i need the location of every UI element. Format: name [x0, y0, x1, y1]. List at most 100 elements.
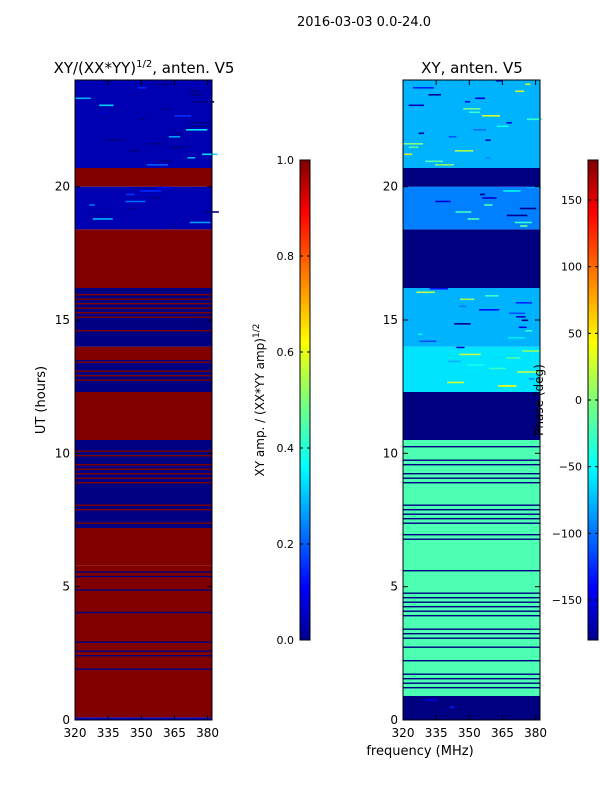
x-tick-label: 350	[458, 726, 481, 740]
heatmap-noise	[455, 211, 472, 213]
heatmap-stripe	[403, 673, 540, 675]
heatmap-band	[75, 229, 212, 288]
heatmap-noise	[496, 713, 505, 716]
left-colorbar: 0.0 0.2 0.4 0.6 0.8 1.0 XY amp. / (XX*YY amp)…	[252, 154, 311, 647]
heatmap-noise	[429, 288, 449, 290]
heatmap-stripe	[75, 330, 212, 332]
heatmap-noise	[408, 104, 425, 107]
heatmap-noise	[458, 305, 467, 308]
heatmap-noise	[506, 214, 528, 217]
heatmap-band	[403, 229, 540, 288]
heatmap-noise	[93, 214, 109, 217]
heatmap-stripe	[403, 601, 540, 603]
heatmap-noise	[448, 136, 457, 138]
x-tick-label: 335	[425, 726, 448, 740]
heatmap-stripe	[75, 294, 212, 296]
right-colorbar-ticks: −150 −100 −50 0 50 100 150	[552, 194, 598, 607]
heatmap-noise	[441, 710, 450, 712]
heatmap-noise	[162, 108, 171, 110]
colorbar-tick-label: 150	[561, 194, 582, 207]
y-tick-label: 15	[55, 313, 70, 327]
heatmap-noise	[92, 218, 113, 220]
heatmap-stripe	[75, 509, 212, 511]
right-colorbar: −150 −100 −50 0 50 100 150 Phase (deg)	[532, 159, 599, 641]
heatmap-noise	[517, 371, 539, 373]
heatmap-band	[403, 346, 540, 392]
heatmap-noise	[465, 101, 471, 103]
x-tick-label: 320	[392, 726, 415, 740]
heatmap-band	[75, 186, 212, 230]
heatmap-noise	[480, 193, 485, 196]
heatmap-noise	[158, 160, 172, 163]
heatmap-stripe	[403, 687, 540, 689]
y-tick-label: 20	[55, 180, 70, 194]
heatmap-noise	[412, 87, 434, 89]
heatmap-stripe	[403, 682, 540, 684]
left-colorbar-label: XY amp. / (XX*YY amp)1/2	[252, 324, 267, 477]
heatmap-band	[75, 565, 212, 640]
heatmap-stripe	[75, 611, 212, 614]
heatmap-stripe	[403, 482, 540, 484]
heatmap-noise	[526, 186, 541, 189]
heatmap-stripe	[75, 650, 212, 652]
y-tick-label: 10	[383, 446, 398, 460]
heatmap-noise	[168, 136, 181, 138]
heatmap-band	[75, 717, 212, 720]
heatmap-stripe	[403, 509, 540, 511]
heatmap-noise	[125, 200, 146, 203]
heatmap-stripe	[75, 473, 212, 475]
colorbar-tick-label: −50	[559, 461, 582, 474]
heatmap-band	[403, 80, 540, 168]
heatmap-stripe	[75, 571, 212, 573]
x-tick-label: 335	[97, 726, 120, 740]
heatmap-noise	[506, 357, 521, 359]
heatmap-noise	[416, 291, 435, 294]
heatmap-noise	[518, 326, 527, 329]
heatmap-stripe	[75, 504, 212, 506]
y-tick-label: 20	[383, 180, 398, 194]
heatmap-band	[403, 440, 540, 528]
heatmap-stripe	[403, 477, 540, 479]
heatmap-band	[75, 640, 212, 696]
heatmap-noise	[424, 699, 438, 702]
heatmap-noise	[404, 153, 413, 156]
heatmap-noise	[107, 80, 112, 82]
heatmap-noise	[460, 298, 475, 301]
heatmap-band	[403, 696, 540, 720]
heatmap-noise	[174, 115, 192, 117]
heatmap-stripe	[75, 477, 212, 479]
heatmap-stripe	[403, 513, 540, 515]
left-colorbar-ticks: 0.0 0.2 0.4 0.6 0.8 1.0	[277, 154, 310, 647]
right-x-ticks: 320 335 350 365 380	[392, 80, 547, 740]
heatmap-stripe	[75, 298, 212, 300]
heatmap-stripe	[403, 534, 540, 536]
colorbar-tick-label: 0.6	[277, 346, 295, 359]
right-y-ticks: 0 5 10 15 20	[383, 180, 540, 727]
x-tick-label: 320	[64, 726, 87, 740]
heatmap-stripe	[403, 592, 540, 594]
heatmap-noise	[482, 197, 497, 199]
colorbar-tick-label: 0.8	[277, 250, 295, 263]
heatmap-stripe	[75, 303, 212, 305]
heatmap-noise	[193, 101, 215, 103]
heatmap-noise	[467, 218, 480, 220]
heatmap-stripe	[403, 464, 540, 466]
x-tick-label: 365	[491, 726, 514, 740]
heatmap-noise	[515, 302, 533, 304]
heatmap-noise	[418, 132, 425, 135]
heatmap-noise	[468, 111, 480, 114]
heatmap-band	[75, 80, 212, 168]
heatmap-noise	[154, 83, 172, 86]
heatmap-noise	[496, 125, 509, 128]
heatmap-stripe	[75, 375, 212, 377]
x-tick-label: 380	[524, 726, 547, 740]
colorbar-tick-label: −100	[552, 527, 582, 540]
heatmap-noise	[169, 146, 187, 149]
heatmap-noise	[454, 150, 474, 152]
heatmap-noise	[459, 374, 481, 377]
heatmap-noise	[190, 94, 204, 96]
heatmap-noise	[478, 309, 500, 311]
heatmap-band	[75, 528, 212, 566]
heatmap-noise	[156, 186, 171, 189]
heatmap-stripe	[75, 464, 212, 466]
